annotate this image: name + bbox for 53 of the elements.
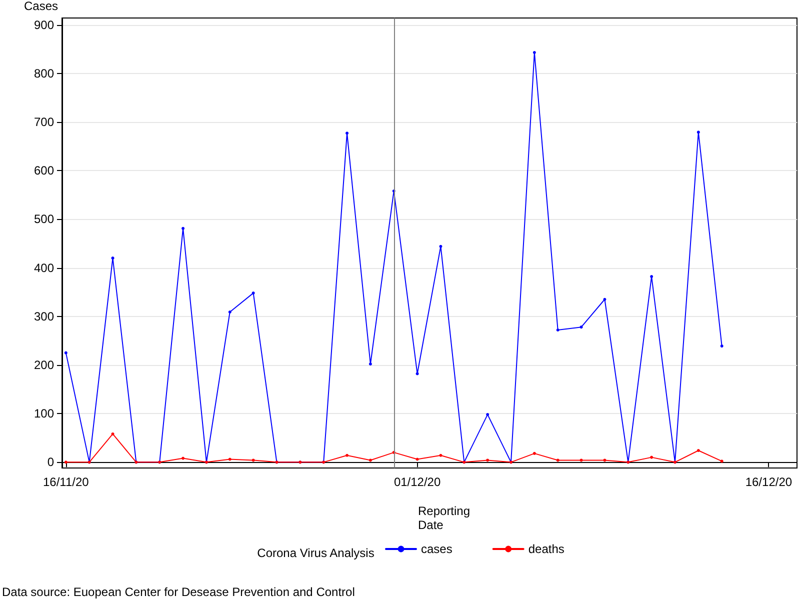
y-tick-label: 800 bbox=[34, 66, 54, 80]
point bbox=[532, 452, 536, 455]
line-series bbox=[64, 51, 724, 464]
point bbox=[603, 458, 606, 462]
point bbox=[64, 460, 68, 464]
y-tick-label: 300 bbox=[34, 309, 54, 324]
y-tick-label: 100 bbox=[34, 406, 54, 421]
point bbox=[252, 292, 255, 295]
point bbox=[532, 51, 536, 54]
point bbox=[696, 449, 700, 452]
point bbox=[182, 456, 185, 460]
x-tick-label: 01/12/20 bbox=[394, 475, 441, 489]
y-axis-title: Cases bbox=[24, 0, 58, 13]
point bbox=[720, 460, 724, 463]
point bbox=[720, 344, 724, 348]
point bbox=[580, 458, 583, 462]
legend-title: Corona Virus Analysis bbox=[257, 546, 374, 560]
y-tick-label: 700 bbox=[34, 114, 54, 129]
y-tick-label: 600 bbox=[34, 164, 54, 178]
point bbox=[64, 351, 68, 354]
point bbox=[346, 454, 349, 457]
point bbox=[252, 458, 255, 462]
point bbox=[556, 328, 560, 332]
point bbox=[228, 310, 232, 314]
legend-label: deaths bbox=[528, 542, 564, 556]
source-note: Data source: Euopean Center for Desease Prevention and Control bbox=[2, 585, 355, 599]
x-axis-title: Reporting Date bbox=[418, 504, 470, 532]
point bbox=[650, 456, 654, 459]
point bbox=[439, 244, 442, 248]
x-tick-label: 16/12/20 bbox=[745, 475, 792, 489]
point bbox=[416, 458, 419, 461]
point bbox=[696, 130, 700, 134]
y-tick-label: 500 bbox=[34, 212, 54, 226]
point bbox=[182, 226, 185, 230]
point bbox=[228, 458, 232, 461]
point bbox=[368, 362, 372, 366]
y-tick-label: 200 bbox=[34, 358, 54, 372]
point bbox=[486, 458, 490, 462]
point bbox=[580, 326, 583, 329]
point bbox=[346, 132, 349, 135]
point bbox=[368, 458, 372, 462]
point bbox=[486, 413, 490, 416]
point bbox=[603, 298, 606, 301]
point bbox=[439, 454, 442, 457]
point bbox=[650, 275, 654, 278]
legend-label: cases bbox=[421, 542, 452, 556]
y-tick-label: 0 bbox=[47, 455, 54, 470]
x-tick-label: 16/11/20 bbox=[42, 475, 90, 489]
y-tick-label: 900 bbox=[34, 18, 54, 32]
point bbox=[111, 432, 114, 436]
y-tick-label: 400 bbox=[34, 260, 54, 275]
point bbox=[111, 256, 114, 260]
point bbox=[416, 372, 419, 376]
